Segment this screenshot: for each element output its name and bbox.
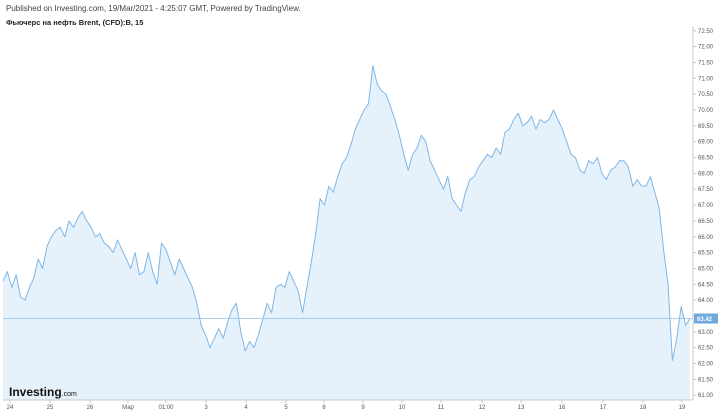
investing-logo: Investing.com <box>9 383 77 401</box>
y-tick-label: 72.50 <box>698 29 714 35</box>
x-tick-label: 3 <box>204 405 208 411</box>
x-tick-label: 24 <box>7 405 14 411</box>
y-axis: 72.50 72.00 71.50 71.00 70.50 70.00 69.50 69.00… <box>692 26 718 400</box>
y-tick-label: 61.00 <box>698 393 714 399</box>
x-tick-label: 18 <box>640 405 647 411</box>
y-tick-label: 62.50 <box>698 346 714 352</box>
y-tick-label: 69.00 <box>698 140 714 146</box>
plot-area <box>2 65 693 400</box>
y-tick-label: 67.00 <box>698 203 714 209</box>
x-tick-label: 19 <box>679 405 686 411</box>
y-tick-label: 61.50 <box>698 377 714 383</box>
y-tick-label: 70.00 <box>698 108 714 114</box>
y-tick-label: 70.50 <box>698 92 714 98</box>
x-tick-label: 17 <box>600 405 607 411</box>
y-tick-label: 72.00 <box>698 45 714 51</box>
y-tick-label: 68.00 <box>698 171 714 177</box>
x-tick-label: 6 <box>322 405 326 411</box>
last-price-badge <box>694 313 718 324</box>
logo-suffix: .com <box>61 391 77 398</box>
y-tick-label: 71.50 <box>698 60 714 66</box>
logo-wordmark: Investing <box>9 385 62 399</box>
x-tick-label: 25 <box>47 405 54 411</box>
chart-title: Фьючерс на нефть Brent, (CFD):B, 15 <box>6 18 144 27</box>
y-tick-label: 64.00 <box>698 298 714 304</box>
last-price-label: 63.42 <box>697 317 713 323</box>
x-tick-label: 4 <box>244 405 248 411</box>
x-tick-label: 12 <box>479 405 486 411</box>
y-tick-label: 62.00 <box>698 362 714 368</box>
y-tick-label: 69.50 <box>698 124 714 130</box>
price-line <box>2 65 691 361</box>
y-tick-label: 71.00 <box>698 76 714 82</box>
price-area-fill <box>3 65 690 400</box>
published-caption: Published on Investing.com, 19/Mar/2021 … <box>6 4 301 13</box>
x-axis: 24 25 26 Мар 01:00 3 4 5 6 9 10 11 12 13 16 17 18 19 <box>3 399 693 411</box>
y-tick-label: 67.50 <box>698 187 714 193</box>
y-tick-label: 66.50 <box>698 219 714 225</box>
x-tick-label: 10 <box>399 405 406 411</box>
x-tick-label: 26 <box>87 405 94 411</box>
x-tick-label: 13 <box>518 405 525 411</box>
x-tick-label: 01:00 <box>158 405 174 411</box>
y-tick-label: 65.00 <box>698 266 714 272</box>
y-tick-label: 65.50 <box>698 251 714 257</box>
x-tick-label: 11 <box>438 405 445 411</box>
y-tick-label: 64.50 <box>698 282 714 288</box>
y-tick-label: 66.00 <box>698 235 714 241</box>
x-tick-label: 16 <box>559 405 566 411</box>
x-tick-label: Мар <box>122 405 134 411</box>
y-tick-label: 63.00 <box>698 330 714 336</box>
x-tick-label: 5 <box>284 405 288 411</box>
y-tick-label: 68.50 <box>698 156 714 162</box>
x-tick-label: 9 <box>361 405 365 411</box>
